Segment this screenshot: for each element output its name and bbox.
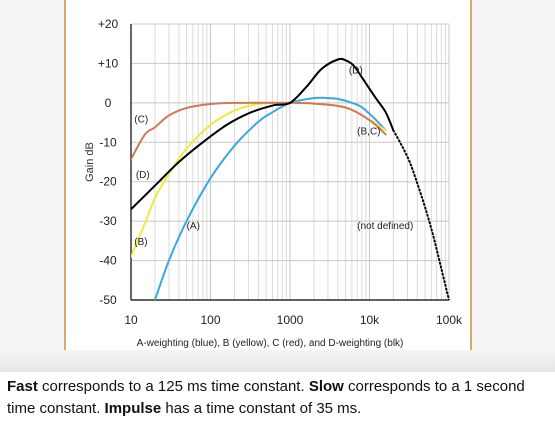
y-tick-label: -30: [99, 214, 117, 228]
caption-fast-text: corresponds to a 125 ms time constant.: [37, 378, 309, 395]
x-axis-title: A-weighting (blue), B (yellow), C (red),…: [137, 338, 404, 349]
x-tick-label: 10k: [360, 313, 380, 327]
caption-slow-text: corresponds to a 1 second time constant.: [7, 378, 525, 417]
caption-impulse-text: has a time constant of 35 ms.: [161, 400, 362, 417]
y-tick-label: -20: [99, 175, 117, 189]
series-line-c: [131, 101, 387, 161]
caption-fast-term: Fast: [7, 378, 38, 395]
y-tick-label: -10: [99, 135, 117, 149]
curve-annotation: (C): [134, 115, 148, 126]
x-tick-label: 1000: [277, 313, 304, 327]
series-line-d: [131, 57, 395, 211]
series-line-d-undefined: [392, 129, 450, 300]
caption-paragraph: Fast corresponds to a 125 ms time consta…: [7, 376, 553, 420]
y-axis-title: Gain dB: [84, 142, 96, 182]
y-tick-label: +10: [98, 56, 119, 70]
curve-annotation: (A): [187, 221, 200, 232]
weighting-chart: +20 +10 0 -10 -20 -30 -40 -50 10 100 1000 10k 100k Ga…: [84, 17, 463, 349]
curve-annotation: (B): [134, 237, 147, 248]
figure-bottom-shadow: [0, 350, 555, 372]
curve-annotation: (D): [136, 170, 150, 181]
caption-slow-term: Slow: [308, 378, 344, 395]
curve-annotation: (not defined): [357, 221, 413, 232]
caption-impulse-term: Impulse: [104, 400, 162, 417]
x-tick-label: 10: [124, 313, 138, 327]
y-tick-label: 0: [105, 96, 112, 110]
y-tick-label: -50: [99, 293, 117, 307]
y-tick-label: +20: [98, 17, 119, 31]
x-tick-label: 100: [200, 313, 220, 327]
curve-annotation: (B,C): [357, 126, 380, 137]
x-tick-label: 100k: [436, 313, 463, 327]
curve-annotation: (D): [349, 65, 363, 76]
y-tick-label: -40: [99, 254, 117, 268]
